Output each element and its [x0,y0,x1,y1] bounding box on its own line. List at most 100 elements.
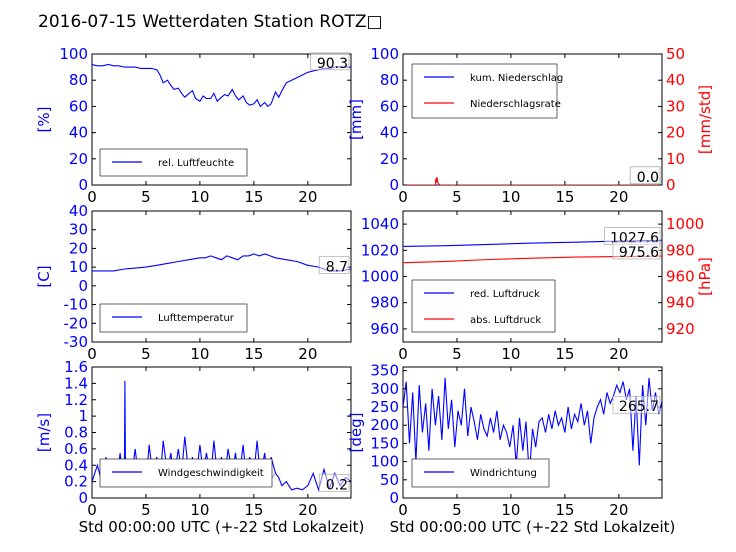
x-axis-label: Std 00:00:00 UTC (+-22 Std Lokalzeit) [79,518,365,536]
series-line-winddir-0 [403,377,662,477]
series-line-temp-0 [92,253,351,272]
y-tick-label: 0 [389,176,399,194]
x-axis-label: Std 00:00:00 UTC (+-22 Std Lokalzeit) [390,518,676,536]
y-tick-label: 0 [78,176,88,194]
x-tick-label: 10 [501,501,520,519]
series-line-humidity-0 [92,63,351,108]
legend-label: red. Luftdruck [470,289,540,300]
legend-box [99,303,248,333]
y-tick-label: 350 [370,362,399,380]
x-tick-label: 5 [141,501,151,519]
x-tick-label: 5 [452,345,462,363]
legend-label: rel. Luftfeuchte [158,158,234,169]
legend-label: kum. Niederschlag [470,73,563,84]
x-tick-label: 5 [452,188,462,206]
series-group [403,177,662,185]
y-tick-label: 100 [370,45,399,63]
y-tick-label: -10 [64,296,89,314]
x-tick-label: 15 [555,188,574,206]
x-tick-label: 0 [87,345,97,363]
y-tick-label: 100 [370,453,399,471]
x-tick-label: 20 [298,501,317,519]
y-tick-label: 0 [389,489,399,507]
y-tick-label: 20 [380,150,399,168]
legend: rel. Luftfeuchte [99,148,248,177]
y-tick-label: 0.4 [64,456,88,474]
last-value-label-box [612,395,661,414]
x-tick-label: 15 [244,188,263,206]
y-tick-label: 10 [69,258,88,276]
x-tick-label: 15 [555,345,574,363]
y-tick-label: 1 [78,407,88,425]
panel-humidity: 0 5 10 15 20 0 20 40 60 80 100 [%] rel. Luftfeuchte 9… [35,45,352,206]
y2-tick-label: 0 [666,176,676,194]
y-tick-label: 0.8 [64,424,88,442]
y-tick-label: 100 [59,45,88,63]
y-tick-label: 20 [69,150,88,168]
y2-axis-label: [mm/std] [696,85,714,154]
panel-pressure: 0 5 10 15 20 960 980 1000 1020 1040 920 940 960 980 10… [361,210,714,363]
x-tick-label: 20 [609,345,628,363]
figure-title: 2016-07-15 Wetterdaten Station ROTZ□ [38,12,383,32]
legend-box [411,458,550,488]
last-value-label-box [310,52,350,71]
last-value-label: 8.7 [326,259,348,275]
y2-tick-label: 1000 [666,215,704,233]
legend: Windrichtung [411,458,550,488]
y-tick-label: 60 [69,97,88,115]
y-tick-label: 150 [370,434,399,452]
last-value-label: 265.7 [619,399,659,415]
x-tick-label: 10 [501,345,520,363]
legend: Windgeschwindigkeit [99,458,273,488]
legend-label: Lufttemperatur [158,313,235,324]
x-tick-label: 5 [141,345,151,363]
x-tick-label: 10 [501,188,520,206]
panel-precip: 0 5 10 15 20 0 20 40 60 80 100 [mm] 0 10 20 30 40 50 [mm/s… [347,45,714,206]
legend-label: abs. Luftdruck [470,315,541,326]
y2-tick-label: 980 [666,241,695,259]
panel-wind: 0 5 10 15 2000.20.40.60.811.21.41.6[m/s]Std … [35,358,364,536]
x-tick-label: 10 [190,345,209,363]
y-tick-label: 20 [69,239,88,257]
last-value-label-box [318,473,350,492]
y2-tick-label: 20 [666,124,685,142]
y-axis-label: [deg] [347,413,365,453]
plot-frame [402,366,663,499]
y-tick-label: 0 [78,277,88,295]
y-tick-label: 40 [69,124,88,142]
last-value-label: 0.2 [326,477,348,493]
series-group [92,253,351,272]
x-tick-label: 10 [190,188,209,206]
y-tick-label: 1020 [361,241,399,259]
y-tick-label: 1.4 [64,374,88,392]
last-value-label-box [318,255,350,274]
series-line-precip-1 [403,177,662,185]
legend-label: Niederschlagsrate [470,99,561,110]
y-tick-label: 60 [380,97,399,115]
series-group [92,63,351,108]
y-tick-label: 980 [370,294,399,312]
x-tick-label: 0 [398,501,408,519]
y-tick-label: 300 [370,380,399,398]
x-tick-label: 20 [609,501,628,519]
legend-box [411,63,558,119]
legend: Lufttemperatur [99,303,248,333]
last-value-label-2-box [612,241,661,260]
x-tick-label: 5 [141,188,151,206]
legend-box [411,279,556,333]
x-tick-label: 0 [87,501,97,519]
x-tick-label: 0 [398,345,408,363]
y-tick-label: 200 [370,416,399,434]
last-value-label: 90.3 [317,56,348,72]
y2-tick-label: 40 [666,71,685,89]
x-tick-label: 20 [298,188,317,206]
y-tick-label: 0.2 [64,473,88,491]
y-axis-label: [C] [35,265,53,287]
y-tick-label: -30 [64,333,89,351]
x-tick-label: 0 [87,188,97,206]
y-tick-label: 0 [78,489,88,507]
plot-frame [91,53,352,186]
